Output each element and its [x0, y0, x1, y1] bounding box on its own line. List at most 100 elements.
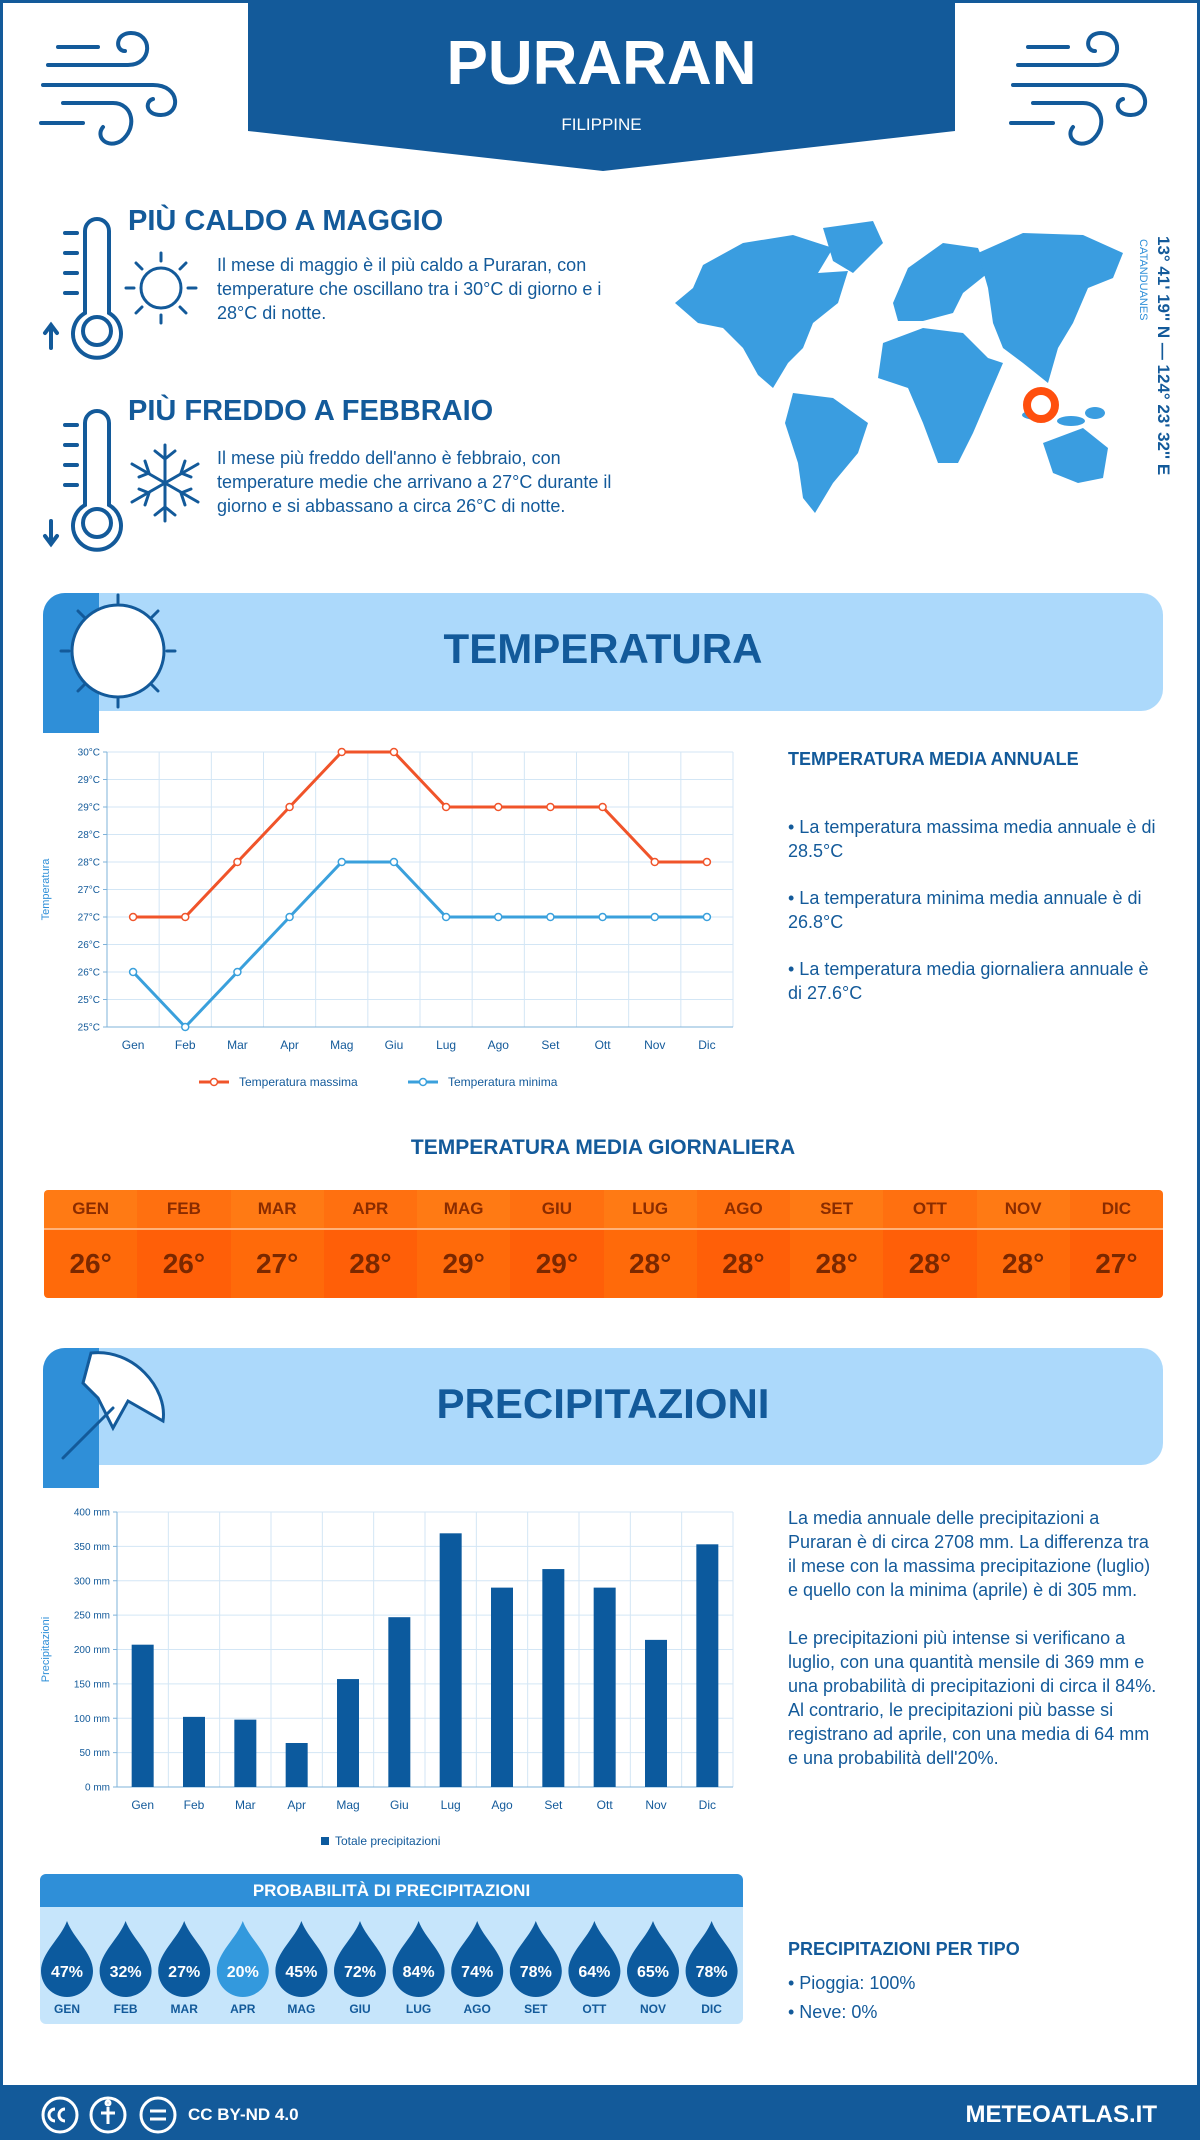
month-header: LUG — [603, 1190, 697, 1230]
coldest-title: PIÙ FREDDO A FEBBRAIO — [128, 395, 494, 427]
legend-swatch — [321, 1837, 329, 1845]
daily-value: 28° — [883, 1230, 977, 1298]
daily-column: MAR 27° — [230, 1190, 324, 1298]
probability-month: NOV — [640, 2002, 666, 2016]
y-tick-label: 26°C — [78, 968, 100, 979]
probability-title: PROBABILITÀ DI PRECIPITAZIONI — [252, 1881, 531, 1900]
x-tick-label: Giu — [390, 1798, 409, 1812]
probability-header — [40, 1874, 743, 1907]
sun-icon — [124, 251, 198, 325]
bar — [696, 1544, 719, 1787]
section-banner — [43, 1348, 1163, 1465]
probability-drop — [275, 1921, 328, 1998]
x-tick-label: Mar — [235, 1798, 256, 1812]
bar — [593, 1587, 616, 1787]
y-tick-label: 400 mm — [74, 1508, 110, 1519]
point — [702, 857, 712, 867]
probability-drop — [334, 1921, 386, 1997]
daily-column: NOV 28° — [976, 1190, 1070, 1298]
probability-label: 20% — [227, 1964, 259, 1981]
daily-column: SET 28° — [790, 1190, 884, 1298]
probability-label: 32% — [110, 1964, 142, 1981]
point — [233, 967, 242, 977]
x-tick-label: Mag — [330, 1038, 353, 1052]
probability-label: 78% — [520, 1964, 552, 1981]
daily-value: 28° — [696, 1230, 790, 1298]
point — [181, 912, 190, 922]
probability-label: 74% — [461, 1964, 493, 1981]
daily-value: 26° — [137, 1230, 231, 1298]
point — [337, 857, 346, 867]
y-tick-label: 28°C — [78, 858, 100, 869]
daily-value: 29° — [510, 1230, 604, 1298]
point — [598, 912, 607, 922]
hottest-text: Il mese di maggio è il più caldo a Purar… — [217, 255, 602, 323]
month-header: SET — [790, 1190, 884, 1230]
bar — [388, 1617, 411, 1787]
point — [598, 802, 607, 812]
y-tick-label: 27°C — [78, 885, 100, 896]
probability-label: 65% — [637, 1964, 669, 1981]
world-map — [675, 221, 1123, 513]
y-axis-label: Temperatura — [40, 858, 52, 921]
probability-label: 45% — [285, 1964, 317, 1981]
x-tick-label: Dic — [699, 1798, 716, 1812]
footer-bar — [3, 2085, 1197, 2137]
daily-column: DIC 27° — [1069, 1190, 1163, 1298]
legend-label: Temperatura minima — [448, 1075, 558, 1089]
probability-drop — [158, 1921, 211, 1998]
probability-month: FEB — [114, 2002, 138, 2016]
legend-label: Temperatura massima — [239, 1075, 358, 1089]
coordinates: 13° 41' 19'' N — 124° 23' 32'' E — [1154, 236, 1173, 476]
line — [131, 860, 707, 1030]
point — [337, 747, 346, 757]
x-tick-label: Apr — [280, 1038, 299, 1052]
probability-month: SET — [524, 2002, 548, 2016]
y-axis-label: Precipitazioni — [40, 1617, 52, 1682]
daily-column: FEB 26° — [137, 1190, 231, 1298]
point — [233, 857, 242, 867]
bar — [131, 1644, 154, 1787]
point — [650, 912, 659, 922]
month-header: AGO — [696, 1190, 790, 1230]
probability-label: 78% — [696, 1964, 728, 1981]
y-tick-label: 200 mm — [74, 1645, 110, 1656]
probability-drop — [451, 1921, 504, 1998]
annual-point: • La temperatura massima media annuale è… — [788, 817, 1156, 861]
coldest-text: Il mese più freddo dell'anno è febbraio,… — [217, 448, 612, 516]
legend-swatch — [418, 1077, 428, 1087]
daily-title: TEMPERATURA MEDIA GIORNALIERA — [410, 1136, 796, 1159]
section-title: PRECIPITAZIONI — [436, 1380, 770, 1427]
x-tick-label: Apr — [287, 1798, 306, 1812]
daily-column: LUG 28° — [603, 1190, 697, 1298]
thermometer-icon — [43, 409, 123, 552]
bar — [337, 1679, 359, 1787]
point — [128, 967, 138, 977]
probability-label: 84% — [403, 1964, 435, 1981]
snowflake-icon — [130, 443, 200, 523]
daily-value: 28° — [323, 1230, 417, 1298]
wind-icon — [1009, 30, 1148, 146]
y-tick-label: 250 mm — [74, 1611, 110, 1622]
x-tick-label: Ott — [597, 1798, 614, 1812]
bar — [183, 1716, 205, 1787]
daily-value: 28° — [603, 1230, 697, 1298]
type-title: PRECIPITAZIONI PER TIPO — [788, 1939, 1020, 1959]
bar — [542, 1569, 565, 1787]
point — [494, 912, 503, 922]
bar — [645, 1639, 667, 1787]
daily-column: OTT 28° — [883, 1190, 977, 1298]
daily-value: 28° — [976, 1230, 1070, 1298]
x-tick-label: Nov — [644, 1038, 665, 1052]
x-tick-label: Ott — [595, 1038, 612, 1052]
x-tick-label: Lug — [441, 1798, 461, 1812]
y-tick-label: 350 mm — [74, 1542, 110, 1553]
month-header: NOV — [976, 1190, 1070, 1230]
point — [650, 857, 659, 867]
line — [133, 750, 707, 919]
site-name: METEOATLAS.IT — [965, 2101, 1157, 2128]
daily-value: 27° — [1069, 1230, 1163, 1298]
probability-month: DIC — [701, 2002, 722, 2016]
y-tick-label: 27°C — [78, 913, 100, 924]
